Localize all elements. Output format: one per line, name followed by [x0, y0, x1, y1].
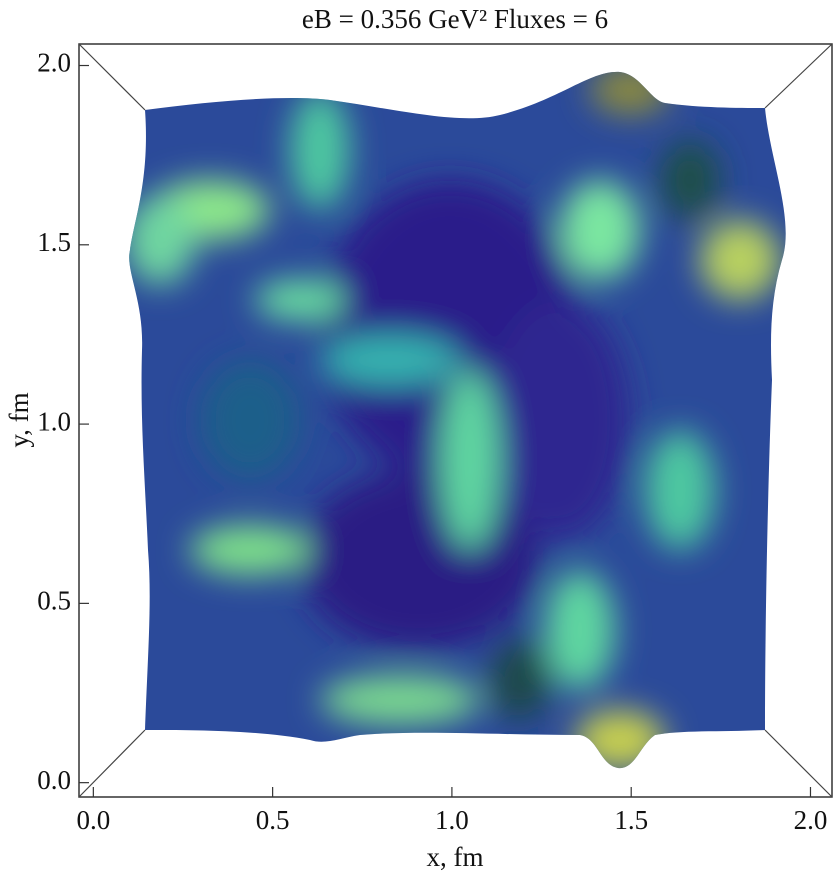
x-tick-label: 1.0 — [435, 805, 469, 835]
x-tick-label: 1.5 — [614, 805, 648, 835]
box-edge — [78, 729, 146, 798]
x-axis-label: x, fm — [427, 842, 484, 872]
y-tick-label: 1.5 — [37, 227, 71, 257]
box-edge — [764, 43, 833, 109]
plot-frame — [78, 43, 833, 798]
box-edge — [78, 43, 146, 111]
y-tick-label: 1.0 — [37, 406, 71, 436]
surface — [129, 71, 786, 769]
y-tick-label: 0.5 — [37, 586, 71, 616]
y-tick-label: 2.0 — [37, 48, 71, 78]
x-tick-label: 0.0 — [76, 805, 110, 835]
x-tick-label: 2.0 — [794, 805, 828, 835]
y-axis-label: y, fm — [4, 392, 34, 447]
chart-title: eB = 0.356 GeV² Fluxes = 6 — [302, 4, 608, 34]
x-tick-label: 0.5 — [256, 805, 290, 835]
box-edge — [764, 729, 833, 798]
y-tick-label: 0.0 — [37, 765, 71, 795]
